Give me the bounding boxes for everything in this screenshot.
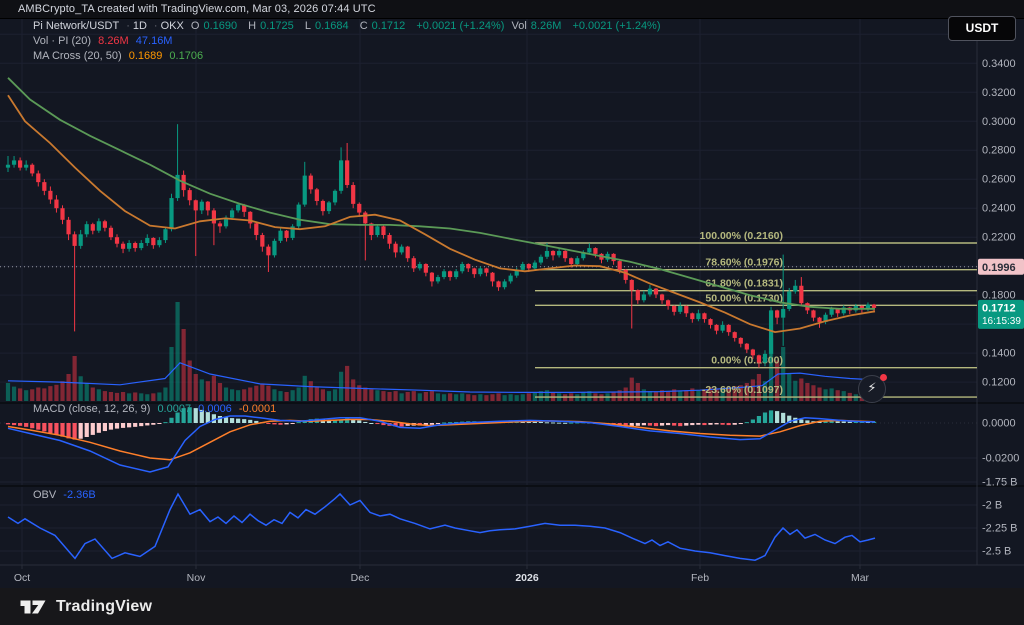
svg-text:-1.75 B: -1.75 B: [982, 477, 1017, 489]
volume-label: Vol: [511, 20, 527, 32]
obv-label[interactable]: OBV: [33, 489, 57, 501]
currency-toggle-button[interactable]: USDT: [948, 16, 1016, 41]
svg-text:0.2600: 0.2600: [982, 174, 1016, 186]
svg-text:0.00% (0.1300): 0.00% (0.1300): [711, 355, 783, 367]
svg-text:2026: 2026: [515, 572, 539, 584]
svg-text:16:15:39: 16:15:39: [982, 316, 1021, 327]
interval-label[interactable]: 1D: [132, 20, 147, 32]
obv-value: -2.36B: [63, 489, 96, 501]
svg-text:50.00% (0.1730): 50.00% (0.1730): [705, 292, 783, 304]
symbol-legend[interactable]: Pi Network/USDT · 1D · OKX O 0.1690 H 0.1725 L…: [33, 20, 661, 32]
macd-label[interactable]: MACD (close, 12, 26, 9): [33, 403, 151, 415]
svg-text:0.1996: 0.1996: [982, 262, 1016, 274]
change-value: +0.0021 (+1.24%): [416, 20, 505, 32]
volume-change-value: +0.0021 (+1.24%): [572, 20, 661, 32]
exchange-label[interactable]: OKX: [160, 20, 184, 32]
svg-text:100.00% (0.2160): 100.00% (0.2160): [700, 230, 783, 242]
volume-indicator-value: 8.26M: [98, 35, 129, 47]
ma-cross-legend[interactable]: MA Cross (20, 50) 0.1689 0.1706: [33, 50, 207, 62]
low-label: L: [304, 20, 311, 32]
svg-text:Mar: Mar: [851, 572, 870, 584]
svg-text:0.1800: 0.1800: [982, 290, 1016, 302]
svg-text:0.3200: 0.3200: [982, 87, 1016, 99]
low-value: 0.1684: [314, 20, 349, 32]
svg-text:0.1200: 0.1200: [982, 377, 1016, 389]
attribution-bar: AMBCrypto_TA created with TradingView.co…: [0, 0, 1024, 19]
lightning-marker-icon[interactable]: ⚡: [858, 374, 887, 403]
close-value: 0.1712: [371, 20, 406, 32]
lightning-glyph: ⚡: [867, 380, 877, 395]
ma-fast-value: 0.1689: [128, 50, 163, 62]
close-label: C: [359, 20, 368, 32]
svg-text:0.3000: 0.3000: [982, 116, 1016, 128]
symbol-name[interactable]: Pi Network/USDT: [33, 20, 120, 32]
svg-text:-23.60% (0.1097): -23.60% (0.1097): [702, 384, 783, 396]
volume-ma-value: 47.16M: [135, 35, 173, 47]
volume-indicator-legend[interactable]: Vol · PI (20) 8.26M 47.16M: [33, 35, 176, 47]
svg-text:Feb: Feb: [691, 572, 709, 584]
ma-slow-value: 0.1706: [169, 50, 204, 62]
obv-legend[interactable]: OBV -2.36B: [33, 489, 100, 501]
svg-text:-2.25 B: -2.25 B: [982, 523, 1017, 535]
svg-text:-2.5 B: -2.5 B: [982, 546, 1011, 558]
svg-text:61.80% (0.1831): 61.80% (0.1831): [705, 278, 783, 290]
high-value: 0.1725: [260, 20, 294, 32]
open-value: 0.1690: [203, 20, 238, 32]
macd-hist-value: 0.0007: [157, 403, 192, 415]
macd-legend[interactable]: MACD (close, 12, 26, 9) 0.0007 0.0006 -0…: [33, 403, 280, 415]
volume-indicator-label[interactable]: Vol · PI (20): [33, 35, 92, 47]
svg-text:0.1400: 0.1400: [982, 348, 1016, 360]
tradingview-logo-icon[interactable]: [20, 598, 47, 616]
svg-text:-2 B: -2 B: [982, 500, 1002, 512]
svg-text:0.3400: 0.3400: [982, 58, 1016, 70]
macd-signal-value: -0.0001: [238, 403, 277, 415]
footer-bar: TradingView: [0, 588, 1024, 625]
svg-text:78.60% (0.1976): 78.60% (0.1976): [705, 257, 783, 269]
svg-text:-0.0200: -0.0200: [982, 453, 1019, 465]
svg-text:0.0000: 0.0000: [982, 418, 1016, 430]
svg-text:0.1712: 0.1712: [982, 302, 1016, 314]
open-label: O: [190, 20, 200, 32]
svg-text:Dec: Dec: [351, 572, 370, 584]
svg-text:0.2400: 0.2400: [982, 203, 1016, 215]
high-label: H: [248, 20, 257, 32]
svg-text:0.2800: 0.2800: [982, 145, 1016, 157]
attribution-text: AMBCrypto_TA created with TradingView.co…: [18, 3, 376, 15]
svg-text:0.2200: 0.2200: [982, 232, 1016, 244]
macd-line-value: 0.0006: [198, 403, 232, 415]
svg-text:Nov: Nov: [187, 572, 206, 584]
ma-cross-label[interactable]: MA Cross (20, 50): [33, 50, 122, 62]
notification-dot: [880, 374, 887, 381]
svg-text:Oct: Oct: [14, 572, 30, 584]
volume-value: 8.26M: [530, 20, 562, 32]
tradingview-wordmark[interactable]: TradingView: [56, 597, 153, 615]
